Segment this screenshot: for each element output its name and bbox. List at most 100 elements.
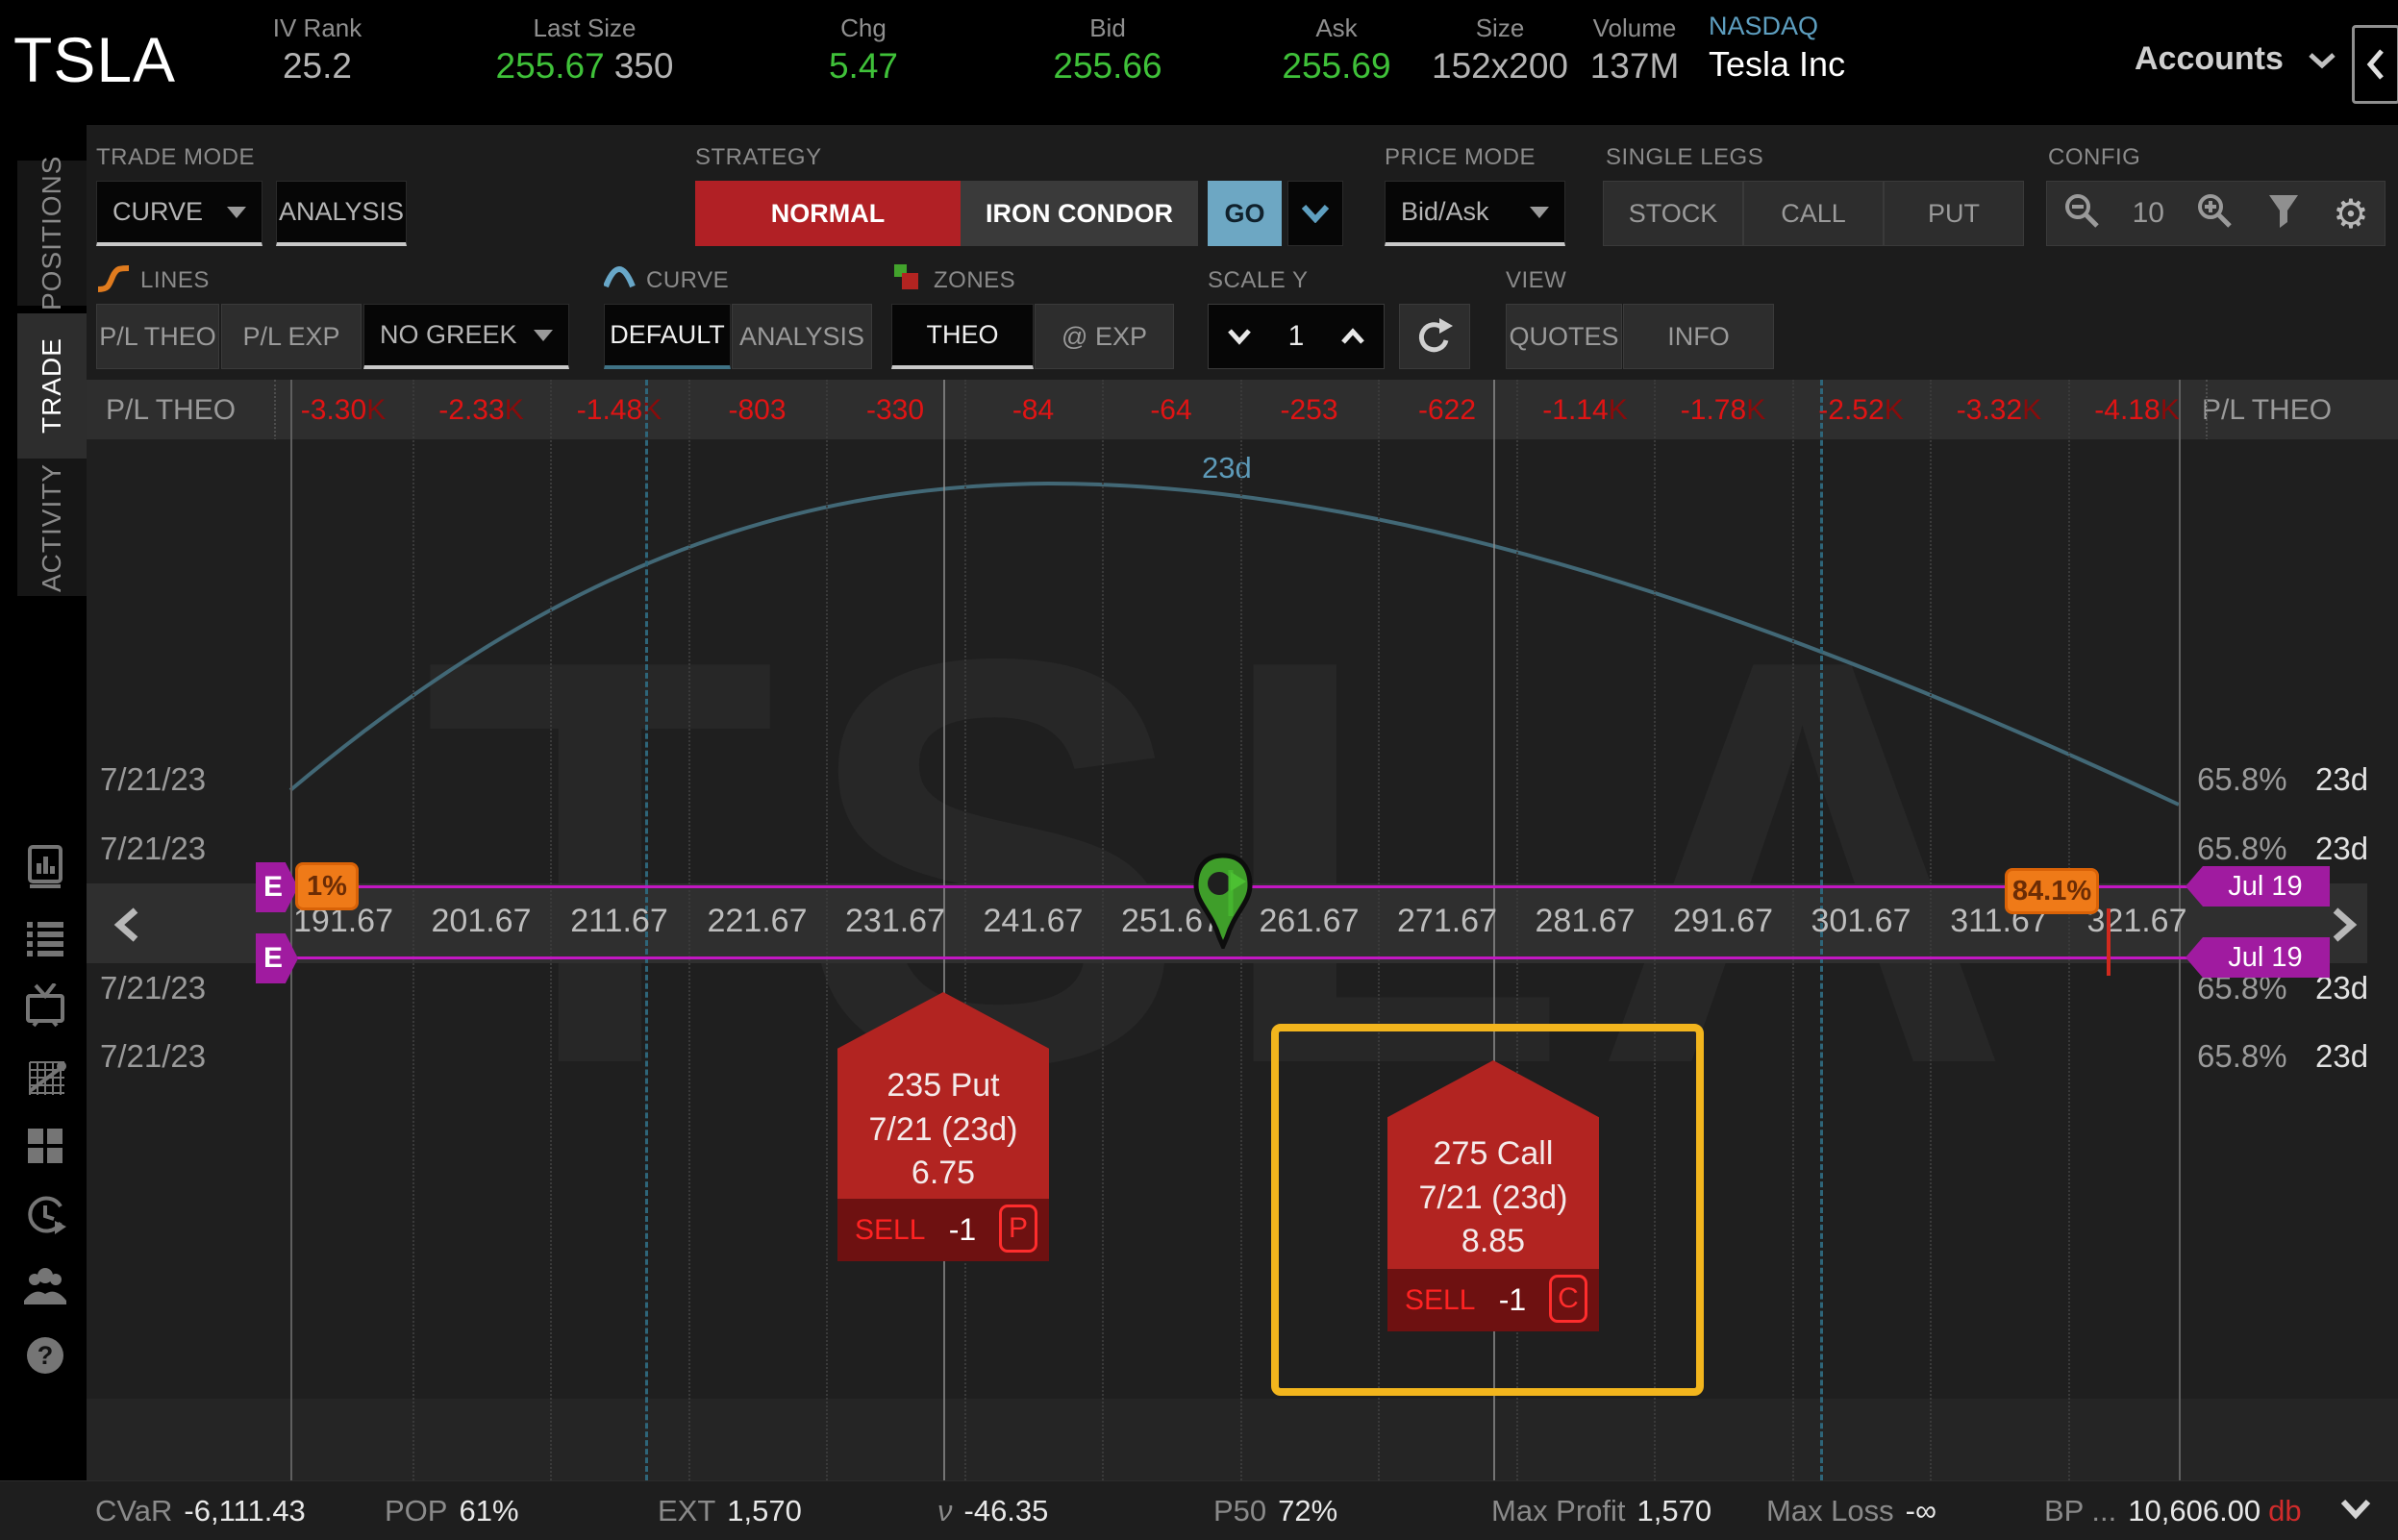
quote-field-label: Size bbox=[1475, 13, 1525, 42]
tv-icon[interactable] bbox=[22, 981, 68, 1030]
price-mode-dropdown[interactable]: Bid/Ask bbox=[1385, 181, 1565, 246]
grid-icon[interactable] bbox=[22, 1123, 68, 1169]
collapse-panel-button[interactable] bbox=[2352, 25, 2398, 104]
pl-column-divider bbox=[274, 380, 277, 440]
section-label: STRATEGY bbox=[695, 144, 822, 170]
status-metric-label: ν bbox=[937, 1494, 953, 1528]
gridline-vertical bbox=[1654, 380, 1657, 1480]
quote-value: 152x200 bbox=[1432, 46, 1568, 86]
status-metric-value: -46.35 bbox=[963, 1494, 1049, 1528]
list-icon[interactable] bbox=[22, 914, 68, 960]
quote-field-label: Chg bbox=[840, 13, 887, 42]
view-info-button[interactable]: INFO bbox=[1623, 304, 1774, 369]
config-group: 10 ⚙ bbox=[2046, 181, 2386, 246]
status-metric-value: 72% bbox=[1278, 1494, 1338, 1528]
zones-theo-button[interactable]: THEO bbox=[891, 304, 1034, 369]
pl-row-label-left: P/L THEO bbox=[106, 394, 237, 426]
pl-value: -84 bbox=[1012, 394, 1055, 426]
chevron-down-icon bbox=[2340, 1499, 2371, 1520]
section-label: PRICE MODE bbox=[1385, 144, 1536, 170]
single-leg-stock-button[interactable]: STOCK bbox=[1603, 181, 1743, 246]
quote-value: 137M bbox=[1589, 46, 1680, 86]
selection-highlight-box[interactable] bbox=[1271, 1024, 1704, 1396]
single-leg-put-button[interactable]: PUT bbox=[1884, 181, 2024, 246]
quote-value: 5.47 bbox=[828, 46, 898, 86]
section-label: ZONES bbox=[934, 267, 1016, 293]
strike-marker-c[interactable]: 275 Call 7/21 (23d) 8.85 SELL -1 C bbox=[1387, 1060, 1599, 1331]
chevron-right-icon bbox=[2333, 907, 2358, 942]
help-icon[interactable]: ? bbox=[22, 1332, 68, 1379]
scale-down-button[interactable] bbox=[1227, 322, 1252, 352]
axis-scroll-right-button[interactable] bbox=[2331, 907, 2358, 948]
quote-field-value: 25.2 bbox=[183, 46, 452, 87]
chart-icon[interactable] bbox=[22, 1053, 68, 1099]
strike-marker-p[interactable]: 235 Put 7/21 (23d) 6.75 SELL -1 P bbox=[837, 992, 1049, 1261]
axis-price-label: 291.67 bbox=[1673, 903, 1773, 939]
curve-default-button[interactable]: DEFAULT bbox=[604, 304, 731, 369]
axis-price-label: 231.67 bbox=[845, 903, 945, 939]
expiration-date-label: 7/21/23 bbox=[100, 970, 207, 1006]
filter-button[interactable] bbox=[2265, 191, 2302, 236]
pl-value: -622 bbox=[1417, 394, 1477, 426]
gridline-vertical bbox=[1930, 380, 1933, 1480]
expiration-flag[interactable]: Jul 19 bbox=[2186, 937, 2330, 978]
quote-value: 255.69 bbox=[1282, 46, 1391, 86]
lines-icon bbox=[96, 263, 131, 299]
lines-pl-theo-button[interactable]: P/L THEO bbox=[96, 304, 219, 369]
axis-price-label: 211.67 bbox=[570, 903, 668, 939]
statusbar-expand-button[interactable] bbox=[2340, 1499, 2371, 1525]
greek-dropdown[interactable]: NO GREEK bbox=[363, 304, 569, 369]
accounts-button[interactable]: Accounts bbox=[2135, 40, 2336, 78]
trade-mode-dropdown[interactable]: CURVE bbox=[96, 181, 262, 246]
price-tick-marker bbox=[2107, 908, 2111, 976]
single-leg-call-button[interactable]: CALL bbox=[1743, 181, 1884, 246]
gridline-vertical bbox=[687, 380, 690, 1480]
expected-move-line-right bbox=[1820, 380, 1823, 1480]
history-icon[interactable] bbox=[22, 1192, 68, 1238]
probability-badge-left[interactable]: 1% bbox=[295, 862, 359, 910]
zoom-out-button[interactable] bbox=[2062, 191, 2101, 236]
status-metric-value: -6,111.43 bbox=[184, 1494, 306, 1528]
strategy-iron-condor-button[interactable]: IRON CONDOR bbox=[961, 181, 1198, 246]
status-metric-label: Max Profit bbox=[1491, 1494, 1626, 1528]
quote-field-value: 255.66 bbox=[973, 46, 1242, 87]
probability-badge-right[interactable]: 84.1% bbox=[2005, 868, 2099, 914]
journal-icon[interactable] bbox=[22, 844, 68, 890]
view-quotes-button[interactable]: QUOTES bbox=[1506, 304, 1622, 369]
gridline-vertical bbox=[1239, 380, 1242, 1480]
status-metric: POP 61% bbox=[385, 1494, 519, 1528]
pl-value: -253 bbox=[1280, 394, 1338, 426]
exchange-label: NASDAQ bbox=[1709, 12, 1819, 40]
scale-up-button[interactable] bbox=[1340, 322, 1365, 352]
section-label: TRADE MODE bbox=[96, 144, 256, 170]
section-label: CONFIG bbox=[2048, 144, 2141, 170]
status-metric-label: CVaR bbox=[95, 1494, 173, 1528]
go-button[interactable]: GO bbox=[1208, 181, 1282, 246]
curve-chart[interactable]: TSLA 23d 191.67 201.67 211.67 221.67 231.67 241… bbox=[87, 380, 2398, 1480]
lines-pl-exp-button[interactable]: P/L EXP bbox=[221, 304, 362, 369]
strategy-normal-button[interactable]: NORMAL bbox=[695, 181, 961, 246]
probability-label: 65.8% bbox=[2197, 831, 2287, 866]
zones-at-exp-button[interactable]: @ EXP bbox=[1035, 304, 1174, 369]
sidebar-tab-activity[interactable]: ACTIVITY bbox=[17, 459, 87, 596]
strategy-chevron-button[interactable] bbox=[1287, 181, 1343, 246]
settings-gear-button[interactable]: ⚙ bbox=[2333, 189, 2369, 237]
chart-bottom-band bbox=[87, 1399, 2398, 1480]
chevron-down-icon bbox=[1301, 204, 1330, 223]
section-label: CURVE bbox=[646, 267, 730, 293]
axis-scroll-left-button[interactable] bbox=[113, 907, 140, 948]
status-metric: Max Profit 1,570 bbox=[1491, 1494, 1711, 1528]
curve-analysis-button[interactable]: ANALYSIS bbox=[732, 304, 872, 369]
sidebar-tab-trade[interactable]: TRADE bbox=[17, 313, 87, 459]
status-metric: BP ... 10,606.00 db bbox=[2044, 1494, 2302, 1528]
marker-type-badge: C bbox=[1549, 1275, 1587, 1323]
analysis-mode-button[interactable]: ANALYSIS bbox=[276, 181, 407, 246]
status-metric-value: 10,606.00 bbox=[2128, 1494, 2261, 1528]
zoom-in-button[interactable] bbox=[2195, 191, 2234, 236]
pl-row-label-right: P/L THEO bbox=[2202, 394, 2333, 426]
current-price-pin[interactable] bbox=[1192, 853, 1254, 953]
sidebar-tab-positions[interactable]: POSITIONS bbox=[17, 156, 87, 310]
reset-scale-button[interactable] bbox=[1399, 304, 1470, 369]
people-icon[interactable] bbox=[22, 1262, 68, 1308]
expiration-flag[interactable]: Jul 19 bbox=[2186, 866, 2330, 907]
